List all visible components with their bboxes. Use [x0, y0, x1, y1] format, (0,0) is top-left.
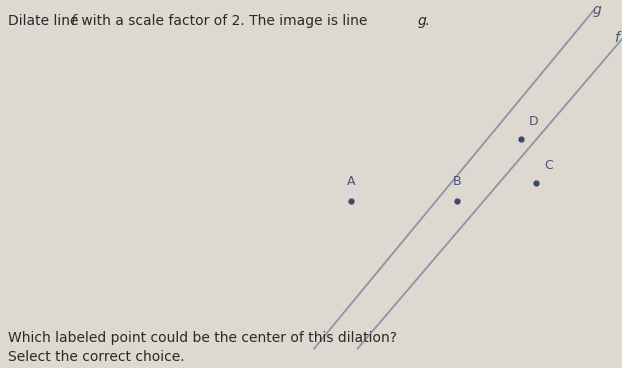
Text: Which labeled point could be the center of this dilation?: Which labeled point could be the center … — [8, 331, 397, 345]
Text: g: g — [417, 14, 426, 28]
Text: Select the correct choice.: Select the correct choice. — [8, 350, 185, 364]
Text: g: g — [593, 3, 601, 17]
Text: B: B — [453, 175, 462, 188]
Text: f: f — [70, 14, 75, 28]
Text: with a scale factor of 2. The image is line: with a scale factor of 2. The image is l… — [77, 14, 372, 28]
Text: .: . — [424, 14, 429, 28]
Text: Dilate line: Dilate line — [8, 14, 83, 28]
Text: D: D — [529, 115, 538, 128]
Text: A: A — [347, 175, 356, 188]
Text: C: C — [544, 159, 553, 172]
Text: f: f — [615, 31, 620, 45]
